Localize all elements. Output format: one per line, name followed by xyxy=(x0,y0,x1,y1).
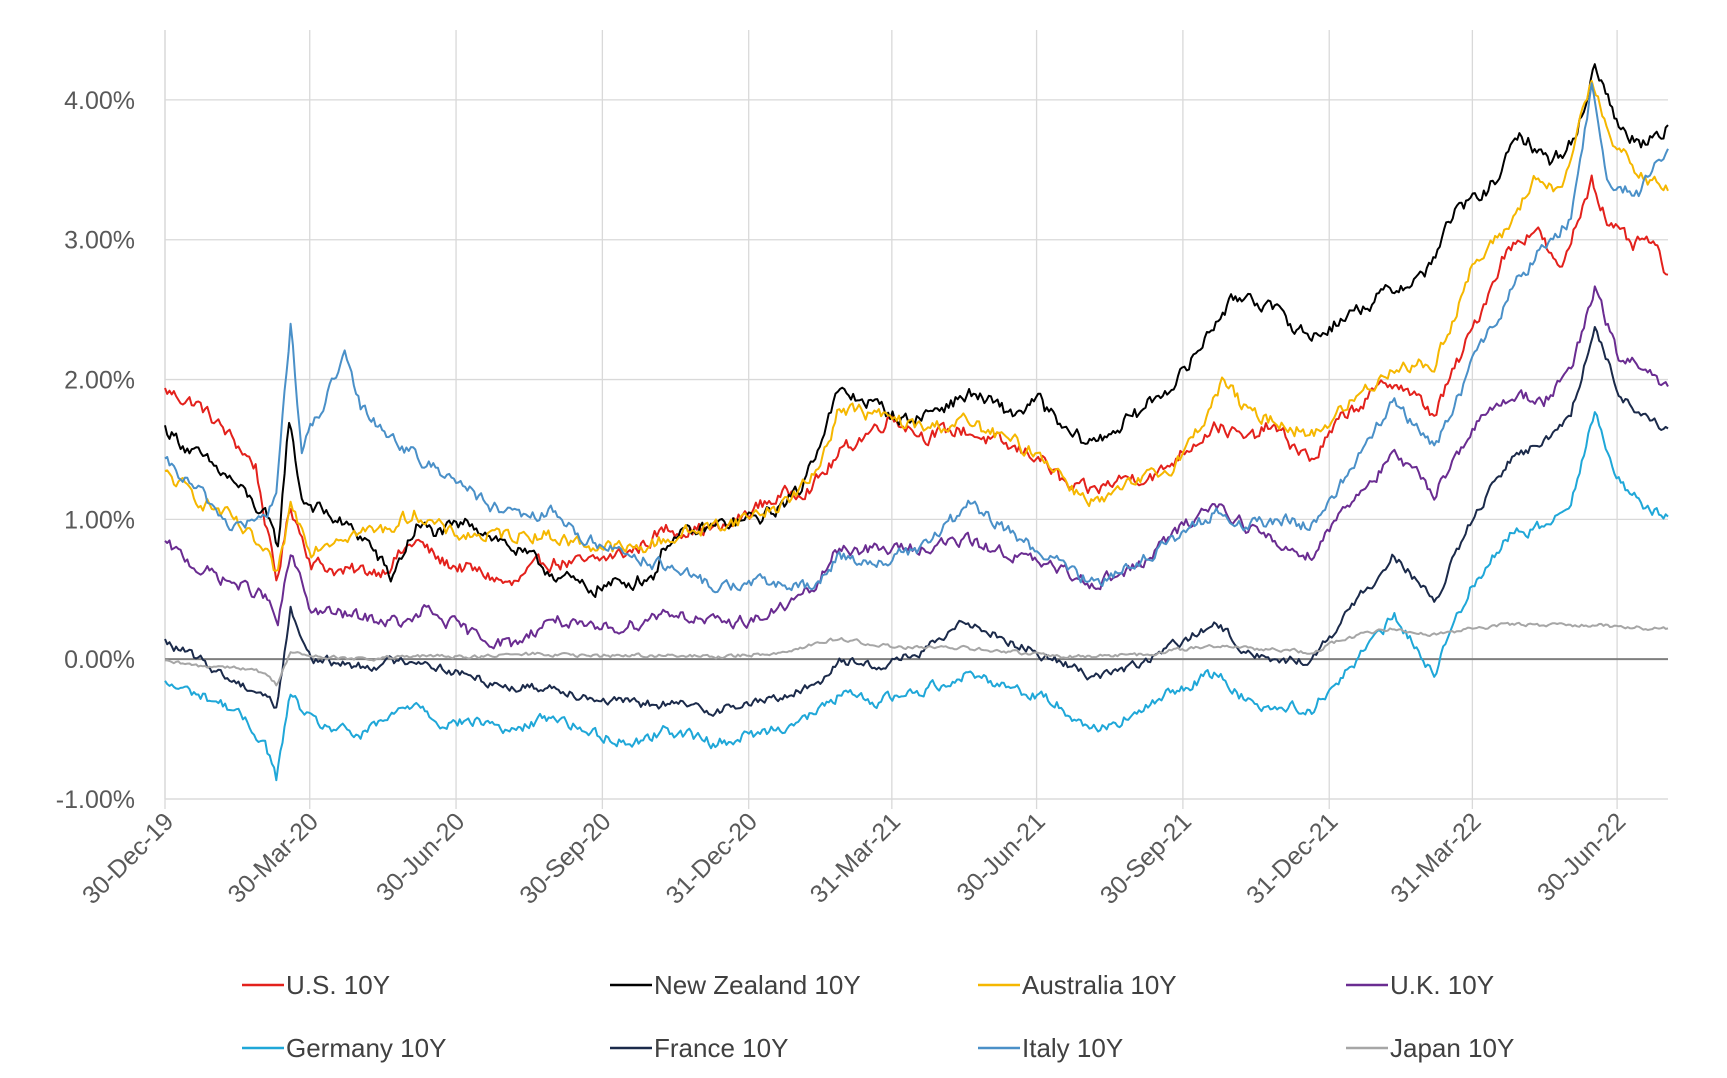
y-tick-label: -1.00% xyxy=(56,786,135,814)
x-tick-label: 30-Jun-21 xyxy=(951,807,1050,906)
legend-label: U.K. 10Y xyxy=(1390,970,1494,1000)
x-tick-label: 31-Mar-22 xyxy=(1385,807,1486,908)
series-line-australia-10y xyxy=(164,79,1669,572)
x-tick-label: 30-Mar-20 xyxy=(223,807,324,908)
x-tick-label: 30-Jun-20 xyxy=(371,807,470,906)
y-tick-label: 3.00% xyxy=(64,227,135,255)
series-line-italy-10y xyxy=(164,82,1669,594)
x-tick-label: 30-Jun-22 xyxy=(1532,807,1631,906)
grid xyxy=(164,30,1668,809)
series-line-germany-10y xyxy=(164,411,1669,782)
series-line-u-s-10y xyxy=(164,174,1669,587)
y-tick-label: 2.00% xyxy=(64,367,135,395)
legend-label: Japan 10Y xyxy=(1390,1033,1514,1063)
series-line-new-zealand-10y xyxy=(164,63,1669,598)
y-tick-label: 0.00% xyxy=(64,646,135,674)
legend-label: France 10Y xyxy=(654,1033,788,1063)
x-tick-label: 30-Sep-20 xyxy=(514,807,616,909)
series-line-u-k-10y xyxy=(164,285,1669,650)
series-line-france-10y xyxy=(164,326,1669,717)
series-lines xyxy=(164,63,1669,782)
legend-label: New Zealand 10Y xyxy=(654,970,861,1000)
x-tick-label: 31-Dec-20 xyxy=(661,807,763,909)
y-axis-ticks: -1.00% 0.00% 1.00% 2.00% 3.00% 4.00% xyxy=(56,87,135,814)
legend-label: Australia 10Y xyxy=(1022,970,1177,1000)
legend-label: Italy 10Y xyxy=(1022,1033,1123,1063)
x-tick-label: 30-Sep-21 xyxy=(1095,807,1197,909)
x-axis-ticks: 30-Dec-19 30-Mar-20 30-Jun-20 30-Sep-20 31-D… xyxy=(77,807,1631,909)
x-tick-label: 31-Mar-21 xyxy=(805,807,906,908)
legend-label: Germany 10Y xyxy=(286,1033,446,1063)
y-tick-label: 1.00% xyxy=(64,506,135,534)
legend: U.S. 10Y New Zealand 10Y Australia 10Y U.K.… xyxy=(242,970,1514,1063)
x-tick-label: 31-Dec-21 xyxy=(1241,807,1343,909)
x-tick-label: 30-Dec-19 xyxy=(77,807,179,909)
legend-label: U.S. 10Y xyxy=(286,970,390,1000)
y-tick-label: 4.00% xyxy=(64,87,135,115)
series-line-japan-10y xyxy=(165,621,1669,687)
